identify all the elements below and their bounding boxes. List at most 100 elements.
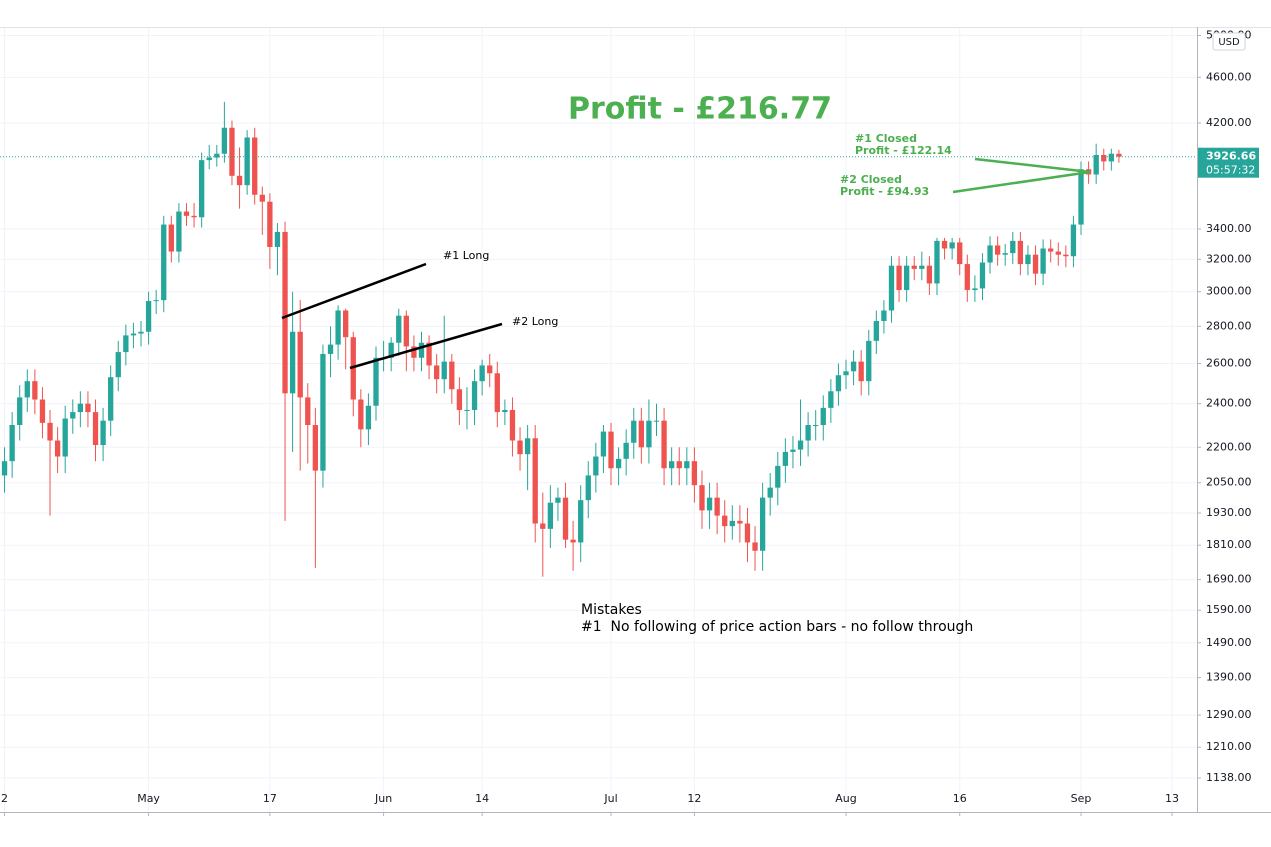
candle-body <box>282 231 288 394</box>
last-price-label: 3926.66 <box>1206 150 1256 163</box>
candle-body <box>1017 240 1024 265</box>
candle-body <box>426 342 432 366</box>
candle-body <box>39 399 46 423</box>
candle-body <box>684 461 690 469</box>
annotation: #2 Long <box>512 315 558 328</box>
candle-body <box>396 315 402 343</box>
candle-body <box>289 331 296 394</box>
candle-body <box>1 461 8 476</box>
candle-body <box>85 403 91 413</box>
candle-body <box>759 497 766 551</box>
candle-body <box>259 194 265 202</box>
candle-body <box>456 389 463 410</box>
y-tick-label: 1490.00 <box>1206 636 1252 649</box>
candle-body <box>214 153 220 158</box>
candle-body <box>403 315 409 347</box>
candle-body <box>274 231 281 247</box>
candle-body <box>32 381 38 400</box>
candle-body <box>221 127 228 154</box>
candle-body <box>744 523 751 543</box>
candle-body <box>540 523 546 529</box>
candle-body <box>388 342 394 358</box>
candle-body <box>994 245 1001 255</box>
y-tick-label: 1210.00 <box>1206 740 1252 753</box>
currency-box[interactable] <box>1212 32 1246 51</box>
candle-body <box>722 515 728 527</box>
candle-body <box>1032 254 1039 274</box>
candle-body <box>183 211 190 216</box>
candle-body <box>676 461 682 469</box>
x-tick-label: Sep <box>1071 792 1092 805</box>
candle-body <box>1093 155 1099 175</box>
y-tick-label: 1138.00 <box>1206 771 1252 784</box>
candle-body <box>782 451 789 466</box>
y-tick-label: 2600.00 <box>1206 357 1252 370</box>
candle-body <box>926 265 933 284</box>
candle-body <box>487 365 493 374</box>
candle-body <box>1116 153 1122 157</box>
candle-body <box>24 381 30 398</box>
y-tick-label: 2050.00 <box>1206 476 1252 489</box>
candle-body <box>1078 169 1084 225</box>
candle-body <box>1010 240 1016 254</box>
candle-body <box>987 245 993 263</box>
candle-body <box>820 407 826 426</box>
candle-body <box>615 458 622 469</box>
candle-body <box>70 412 76 419</box>
candle-body <box>305 397 311 426</box>
candle-body <box>47 422 53 441</box>
y-tick-label: 1810.00 <box>1206 538 1252 551</box>
candle-body <box>706 497 713 511</box>
candle-body <box>267 201 273 247</box>
y-tick-label: 3000.00 <box>1206 285 1252 298</box>
annotation: #1 No following of price action bars - n… <box>581 619 973 635</box>
annotation: Profit - £94.93 <box>840 185 929 198</box>
axes: 5000.004600.004200.003400.003200.003000.… <box>1 29 1259 816</box>
candle-body <box>562 497 569 540</box>
candle-body <box>653 420 660 422</box>
chart-title: Profit - £216.77 <box>568 92 832 127</box>
candle-body <box>957 242 963 265</box>
y-tick-label: 2200.00 <box>1206 440 1252 453</box>
candle-body <box>797 440 804 450</box>
x-tick-label: Aug <box>835 792 856 805</box>
annotation: #2 Closed <box>840 173 902 186</box>
candle-body <box>737 520 743 524</box>
candle-body <box>638 420 644 448</box>
candle-body <box>1108 153 1114 162</box>
candle-body <box>775 465 781 488</box>
candle-body <box>17 397 23 426</box>
annotation: #1 Closed <box>855 132 917 145</box>
candle-body <box>691 461 698 486</box>
x-tick-label: Jun <box>374 792 392 805</box>
candle-body <box>464 409 470 411</box>
candle-body <box>108 377 114 421</box>
candle-body <box>881 310 887 321</box>
candle-body <box>570 539 576 543</box>
candle-body <box>631 420 637 443</box>
candle-body <box>297 331 303 398</box>
candle-body <box>593 456 599 476</box>
candle-body <box>835 375 842 392</box>
x-tick-label: May <box>137 792 160 805</box>
last-price-box <box>1198 147 1259 178</box>
candle-body <box>373 357 379 406</box>
candle-body <box>1070 224 1077 257</box>
annotation: Profit - £122.14 <box>855 144 952 157</box>
candle-body <box>979 262 986 289</box>
candle-body <box>198 160 205 218</box>
candle-body <box>1063 254 1069 257</box>
candle-body <box>661 420 667 469</box>
candle-body <box>494 373 500 413</box>
candle-body <box>949 242 955 249</box>
y-tick-label: 1390.00 <box>1206 671 1252 684</box>
candle-body <box>1048 248 1054 252</box>
y-tick-label: 4200.00 <box>1206 116 1252 129</box>
candle-body <box>92 412 99 446</box>
candle-body <box>555 497 561 503</box>
x-tick-label: 14 <box>475 792 489 805</box>
x-tick-label: 16 <box>953 792 967 805</box>
candle-body <box>600 431 607 457</box>
candle-body <box>850 361 857 372</box>
candle-body <box>130 333 137 336</box>
